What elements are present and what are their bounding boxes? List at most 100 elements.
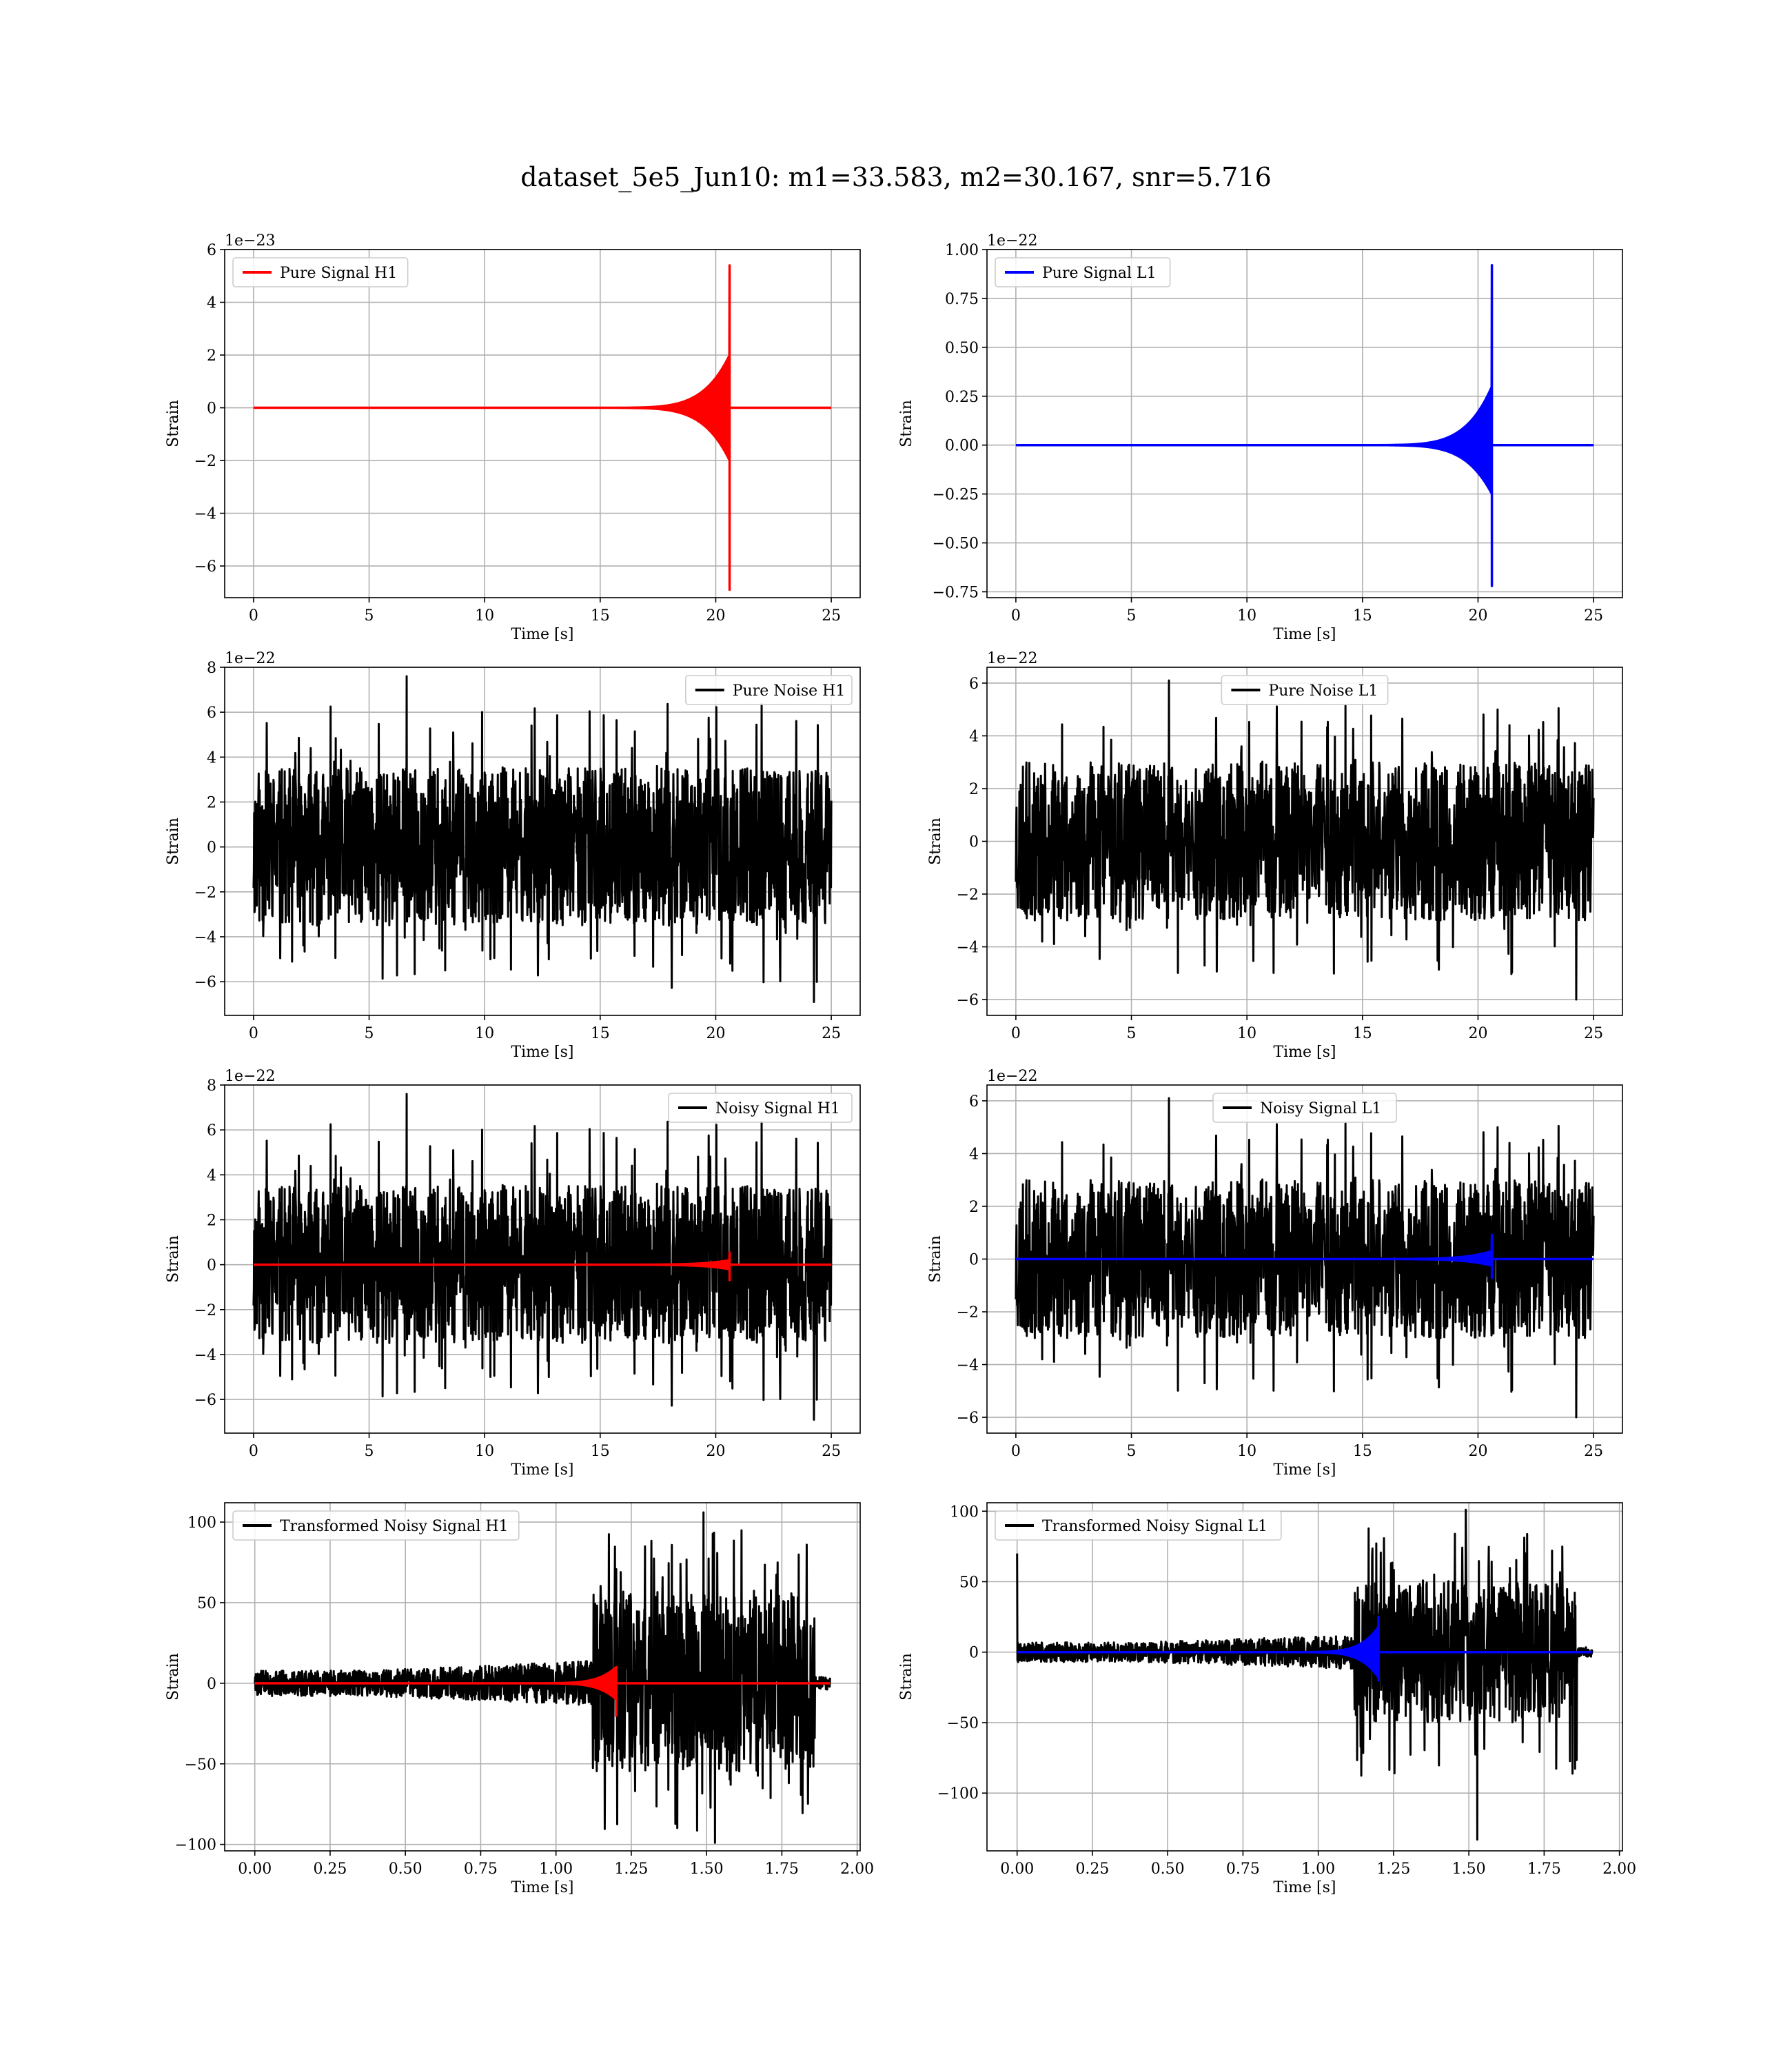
- series-line: [1015, 1233, 1595, 1279]
- y-tick-label: 0: [207, 1257, 216, 1275]
- x-tick-label: 10: [475, 607, 494, 625]
- legend: Noisy Signal H1: [668, 1093, 853, 1123]
- x-tick-label: 25: [822, 1443, 841, 1460]
- y-tick-label: 6: [207, 1122, 216, 1139]
- series-line: [252, 675, 833, 1003]
- y-tick-label: 0.25: [945, 389, 979, 406]
- legend-entry: Noisy Signal H1: [715, 1100, 840, 1117]
- y-tick-label: 6: [969, 1093, 979, 1111]
- x-tick-label: 0: [1011, 607, 1021, 625]
- x-axis-label: Time [s]: [1273, 1879, 1336, 1896]
- series-line: [254, 1665, 831, 1717]
- y-tick-label: 50: [959, 1574, 979, 1591]
- legend: Transformed Noisy Signal L1: [995, 1510, 1282, 1541]
- y-tick-label: 0.50: [945, 340, 979, 357]
- x-tick-label: 1.25: [614, 1861, 648, 1878]
- x-tick-label: 20: [706, 1443, 725, 1460]
- x-tick-label: 25: [1584, 1443, 1603, 1460]
- y-tick-label: 2: [969, 1199, 979, 1216]
- series-line: [1015, 263, 1595, 587]
- y-tick-label: −4: [194, 929, 216, 946]
- y-tick-label: −2: [957, 886, 979, 904]
- y-tick-label: −6: [194, 1392, 216, 1409]
- x-tick-label: 5: [365, 1443, 374, 1460]
- y-tick-label: 4: [207, 1167, 216, 1184]
- chart-panel-pure-signal-h1: 0 5 10 15 20 25 −6 −4 −2 0 2 4 6 Time [s] Strain 1e−23 P…: [165, 232, 861, 643]
- legend: Pure Noise L1: [1221, 675, 1389, 705]
- y-tick-label: 4: [207, 295, 216, 312]
- y-tick-label: −6: [957, 1410, 979, 1427]
- series-line: [252, 1093, 833, 1421]
- x-tick-label: 2.00: [1602, 1861, 1636, 1878]
- y-axis-label: Strain: [927, 818, 944, 865]
- y-tick-label: −6: [194, 974, 216, 991]
- y-tick-label: 6: [207, 242, 216, 259]
- y-axis-label: Strain: [927, 1235, 944, 1283]
- x-tick-label: 1.75: [765, 1861, 799, 1878]
- legend: Pure Noise H1: [684, 675, 853, 705]
- y-tick-label: −2: [194, 1302, 216, 1319]
- legend-entry: Pure Noise L1: [1268, 682, 1378, 700]
- x-tick-label: 0.75: [464, 1861, 498, 1878]
- x-tick-label: 10: [1237, 607, 1256, 625]
- y-tick-label: −2: [194, 884, 216, 902]
- x-tick-label: 0.25: [1075, 1861, 1109, 1878]
- y-axis-label: Strain: [165, 400, 182, 447]
- axes-frame: [986, 1502, 1623, 1852]
- chart-panel-transformed-noisy-signal-l1: 0.00 0.25 0.50 0.75 1.00 1.25 1.50 1.75 2.00 −100…: [898, 1502, 1636, 1896]
- axes-frame: [224, 1084, 861, 1434]
- chart-panel-pure-noise-l1: 0 5 10 15 20 25 −6 −4 −2 0 2 4 6 Time [s] Strain 1e−22 P…: [927, 650, 1623, 1061]
- y-axis-label: Strain: [165, 1653, 182, 1701]
- y-tick-label: 50: [197, 1595, 216, 1612]
- x-tick-label: 0.50: [389, 1861, 422, 1878]
- y-tick-label: −4: [957, 940, 979, 957]
- y-tick-label: 100: [187, 1514, 216, 1532]
- x-axis-label: Time [s]: [511, 626, 573, 643]
- y-axis-label: Strain: [165, 818, 182, 865]
- x-tick-label: 15: [591, 1025, 610, 1042]
- x-tick-label: 20: [706, 607, 725, 625]
- series-line: [254, 1511, 831, 1844]
- legend-entry: Transformed Noisy Signal L1: [1042, 1518, 1267, 1535]
- x-tick-label: 15: [591, 1443, 610, 1460]
- y-tick-label: −100: [175, 1837, 216, 1854]
- x-tick-label: 0.00: [238, 1861, 272, 1878]
- series-line: [1016, 1508, 1594, 1841]
- y-tick-label: −2: [957, 1304, 979, 1321]
- legend: Noisy Signal L1: [1212, 1093, 1397, 1123]
- legend: Pure Signal H1: [232, 257, 409, 287]
- axes-frame: [224, 249, 861, 598]
- x-tick-label: 25: [822, 1025, 841, 1042]
- x-tick-label: 15: [1353, 607, 1372, 625]
- x-tick-label: 0: [249, 1443, 258, 1460]
- y-tick-label: 0: [207, 1676, 216, 1693]
- x-tick-label: 20: [706, 1025, 725, 1042]
- x-tick-label: 10: [1237, 1025, 1256, 1042]
- x-tick-label: 0: [1011, 1443, 1021, 1460]
- legend-entry: Pure Signal L1: [1042, 265, 1157, 282]
- chart-panel-noisy-signal-h1: 0 5 10 15 20 25 −6 −4 −2 0 2 4 6 8 Time [s] Strain 1e−22…: [165, 1068, 861, 1479]
- series-line: [252, 264, 833, 591]
- y-tick-label: 2: [207, 347, 216, 365]
- x-tick-label: 0.75: [1226, 1861, 1260, 1878]
- y-tick-label: 100: [950, 1503, 979, 1521]
- x-axis-label: Time [s]: [511, 1879, 573, 1896]
- x-tick-label: 2.00: [840, 1861, 874, 1878]
- y-tick-label: −0.50: [933, 536, 979, 553]
- y-axis-label: Strain: [898, 400, 915, 447]
- y-tick-label: 0.00: [945, 438, 979, 455]
- y-tick-label: −4: [957, 1357, 979, 1375]
- y-tick-label: −6: [194, 558, 216, 576]
- series-line: [1016, 1615, 1594, 1682]
- y-tick-label: −50: [947, 1715, 979, 1732]
- x-tick-label: 5: [1127, 607, 1137, 625]
- x-tick-label: 20: [1468, 1025, 1487, 1042]
- x-tick-label: 25: [822, 607, 841, 625]
- x-axis-label: Time [s]: [511, 1461, 573, 1479]
- x-tick-label: 0.50: [1151, 1861, 1185, 1878]
- y-tick-label: 0: [207, 401, 216, 418]
- x-tick-label: 5: [365, 607, 374, 625]
- x-tick-label: 10: [475, 1443, 494, 1460]
- y-offset-text: 1e−23: [225, 232, 275, 250]
